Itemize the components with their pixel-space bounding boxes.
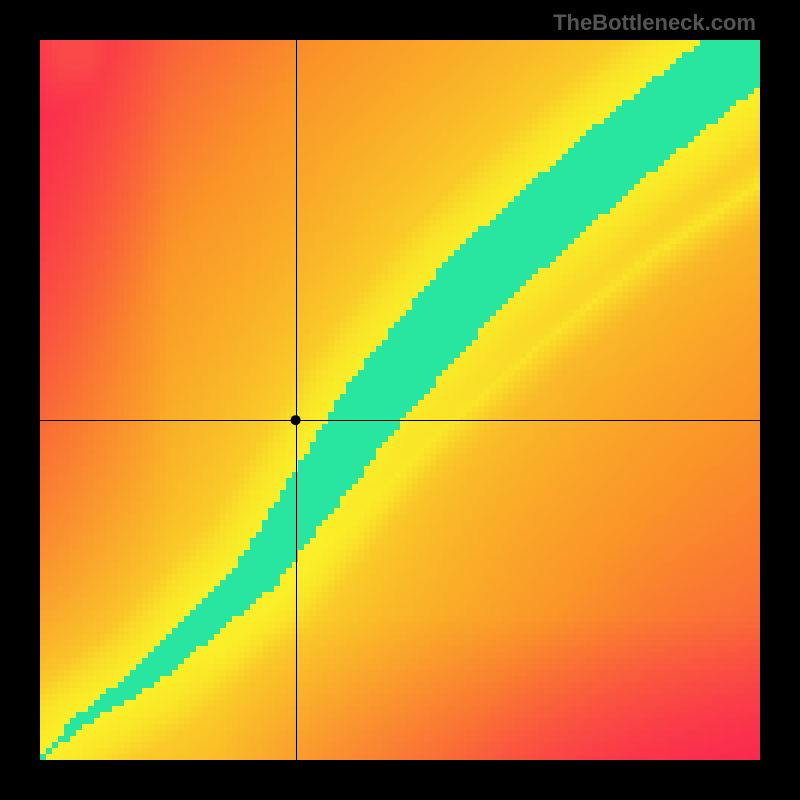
watermark-text: TheBottleneck.com: [553, 10, 756, 36]
bottleneck-heatmap: [0, 0, 800, 800]
